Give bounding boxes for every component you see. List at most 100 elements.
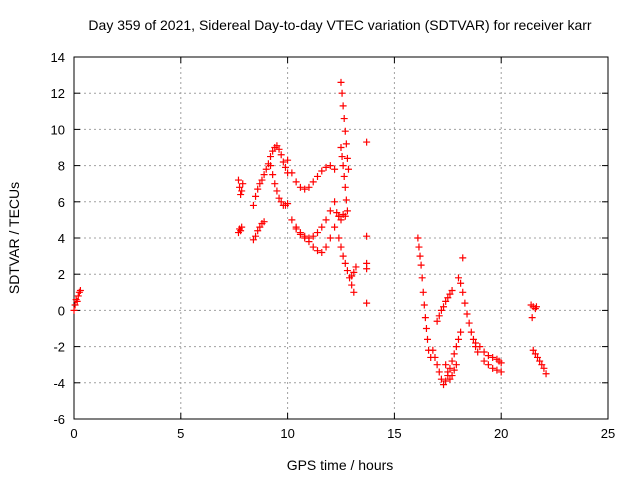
- data-point: [452, 361, 460, 369]
- series-arc-s: [442, 361, 460, 383]
- series-arc-q: [429, 328, 465, 389]
- data-point: [339, 252, 347, 260]
- data-point: [252, 232, 260, 240]
- data-point: [352, 263, 360, 271]
- data-point: [238, 187, 246, 195]
- data-point: [343, 154, 351, 162]
- data-point: [288, 216, 296, 224]
- series-arc-v: [472, 339, 505, 367]
- data-point: [348, 281, 356, 289]
- series-arc-a: [70, 286, 84, 314]
- data-point: [422, 325, 430, 332]
- series-arc-n: [348, 263, 360, 280]
- data-point: [469, 335, 477, 343]
- series-arc-p: [414, 234, 435, 361]
- data-point: [322, 163, 330, 171]
- data-point: [318, 167, 326, 175]
- data-point: [267, 153, 275, 161]
- data-point: [238, 223, 246, 231]
- data-point: [341, 212, 349, 220]
- data-point: [340, 115, 348, 123]
- x-tick-label: 15: [387, 426, 401, 441]
- series-arc-j: [337, 78, 352, 173]
- data-point: [421, 314, 429, 322]
- data-point: [363, 232, 371, 240]
- series-arc-c: [234, 223, 246, 237]
- data-point: [348, 272, 356, 280]
- data-point: [446, 290, 454, 298]
- data-point: [448, 357, 456, 365]
- data-point: [542, 370, 550, 378]
- data-point: [239, 180, 247, 188]
- data-point: [269, 171, 277, 179]
- data-point: [267, 162, 275, 170]
- data-point: [484, 352, 492, 360]
- series-arc-l: [333, 209, 349, 224]
- data-point: [254, 185, 262, 193]
- data-point: [314, 229, 322, 237]
- series-arc-w: [480, 357, 505, 376]
- data-point: [437, 375, 445, 383]
- series-arc-x: [527, 301, 540, 313]
- x-tick-label: 10: [280, 426, 294, 441]
- y-tick-label: -6: [53, 412, 65, 427]
- data-point: [497, 359, 505, 367]
- data-point: [446, 364, 454, 372]
- series-arc-t: [454, 274, 482, 356]
- data-point: [335, 212, 343, 220]
- data-point: [493, 366, 501, 374]
- y-tick-label: 2: [58, 267, 65, 282]
- data-point: [440, 303, 448, 311]
- series-arc-u: [459, 254, 467, 262]
- data-point: [339, 162, 347, 170]
- data-point: [363, 299, 371, 307]
- data-point: [309, 243, 317, 251]
- data-point: [474, 348, 482, 356]
- series-arc-e: [249, 218, 268, 244]
- axis-ticks: 0 5 10 15 20 25 -6 -4 -2 0 2 4 6 8 10 12 14: [51, 50, 616, 441]
- series-arc-f: [267, 162, 292, 209]
- data-point: [305, 238, 313, 246]
- data-point: [254, 227, 262, 235]
- data-point: [331, 165, 339, 173]
- y-tick-label: 12: [51, 86, 65, 101]
- data-point: [277, 151, 285, 159]
- data-point: [249, 201, 257, 209]
- data-point: [296, 230, 304, 238]
- data-point: [414, 234, 422, 242]
- data-point: [279, 158, 287, 166]
- data-point: [337, 78, 345, 86]
- data-point: [450, 366, 458, 374]
- data-point: [538, 361, 546, 369]
- grid: [74, 57, 608, 419]
- x-tick-label: 5: [177, 426, 184, 441]
- data-point: [284, 200, 292, 208]
- data-point: [437, 306, 445, 314]
- data-point: [344, 165, 352, 173]
- y-axis-label: SDTVAR / TECUs: [6, 182, 22, 294]
- data-point: [341, 127, 349, 135]
- data-point: [260, 171, 268, 179]
- data-point: [442, 377, 450, 385]
- y-tick-label: -2: [53, 340, 65, 355]
- data-point: [416, 252, 424, 260]
- data-point: [337, 144, 345, 151]
- series-arc-g: [284, 156, 339, 193]
- data-point: [343, 207, 351, 215]
- data-point: [256, 180, 264, 188]
- data-point: [275, 194, 283, 202]
- data-point: [326, 162, 334, 170]
- data-point: [531, 350, 539, 358]
- data-point: [76, 286, 84, 294]
- data-point: [472, 339, 480, 347]
- chart-title: Day 359 of 2021, Sidereal Day-to-day VTE…: [88, 17, 591, 33]
- data-points: [70, 78, 550, 389]
- series-arc-r: [433, 286, 456, 325]
- data-point: [350, 268, 358, 276]
- plot-frame: [73, 56, 609, 420]
- data-point: [420, 301, 428, 309]
- data-point: [534, 353, 542, 361]
- data-point: [258, 176, 266, 184]
- data-point: [540, 364, 548, 372]
- data-point: [484, 361, 492, 369]
